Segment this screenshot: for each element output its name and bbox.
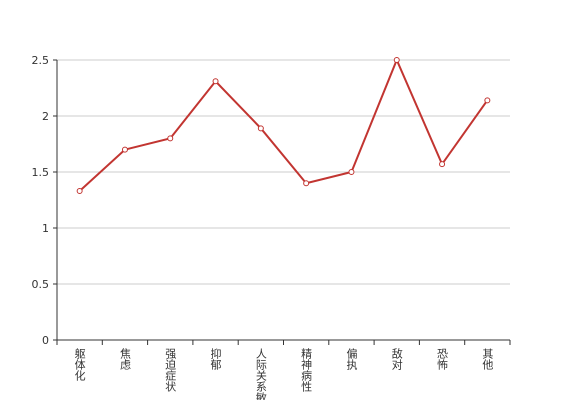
- y-tick-label: 2.5: [32, 54, 50, 67]
- x-tick-label: 敌对: [390, 347, 403, 370]
- x-tick-label: 其他: [481, 348, 494, 370]
- point: [348, 169, 355, 175]
- y-tick-label: 2: [42, 110, 49, 123]
- x-tick-label: 焦虑: [118, 348, 131, 370]
- x-tick-label: 精神病性: [300, 348, 313, 393]
- point: [393, 57, 400, 63]
- line: [78, 57, 489, 192]
- point: [212, 78, 219, 85]
- point: [257, 125, 264, 132]
- point: [167, 135, 174, 142]
- x-tick-label: 抑郁: [209, 347, 222, 370]
- x-tick-label: 恐怖: [436, 348, 449, 370]
- point: [121, 146, 128, 153]
- x-tick-label: 强迫症状: [164, 348, 177, 392]
- y-tick-label: 0.5: [32, 278, 50, 291]
- y-tick-label: 1.5: [32, 166, 50, 179]
- point: [484, 97, 491, 104]
- x-tick-label: 躯体化: [73, 348, 86, 382]
- y-tick-label: 1: [42, 222, 49, 235]
- y-tick-label: 0: [42, 334, 49, 347]
- point: [76, 188, 83, 195]
- x-tick-label: 偏执: [345, 347, 358, 371]
- point: [439, 161, 446, 168]
- point: [303, 180, 310, 187]
- x-tick-label: 人际关系敏感: [254, 348, 267, 400]
